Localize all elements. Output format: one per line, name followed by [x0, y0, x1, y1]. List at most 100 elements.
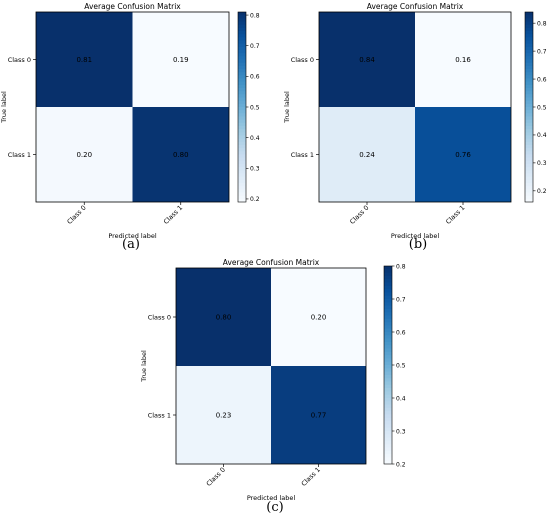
x-tick-label: Class 0 — [348, 204, 370, 226]
colorbar-band — [238, 12, 246, 16]
colorbar-band — [238, 81, 246, 86]
colorbar-band — [525, 107, 533, 111]
colorbar-band — [384, 417, 392, 422]
cell-value-label: 0.84 — [359, 56, 375, 64]
colorbar-tick-label: 0.4 — [537, 132, 547, 139]
x-tick-label: Class 1 — [162, 204, 184, 226]
cell-value-label: 0.80 — [173, 151, 189, 159]
colorbar-tick-label: 0.3 — [396, 428, 406, 435]
colorbar-tick-label: 0.5 — [537, 104, 547, 111]
heatmap-cell — [319, 12, 415, 107]
colorbar-band — [525, 129, 533, 133]
colorbar-band — [525, 141, 533, 146]
colorbar-band — [384, 315, 392, 320]
x-tick-label: Class 0 — [66, 204, 88, 226]
chart-title: Average Confusion Matrix — [223, 258, 320, 267]
colorbar-band — [525, 145, 533, 149]
confusion-matrix-panel-3: 0.80 0.20 0.23 0.77 Average Confusion Matrix… — [140, 258, 406, 515]
colorbar-band — [238, 75, 246, 79]
colorbar-band — [384, 381, 392, 386]
colorbar-band — [238, 145, 246, 149]
colorbar-band — [525, 46, 533, 51]
colorbar-band — [238, 40, 246, 45]
colorbar-band — [384, 365, 392, 369]
colorbar-band — [525, 173, 533, 178]
colorbar-band — [238, 97, 246, 102]
colorbar-band — [238, 37, 246, 41]
colorbar-band — [238, 34, 246, 38]
colorbar-band — [384, 460, 392, 465]
colorbar-band — [384, 434, 392, 438]
colorbar-band — [525, 135, 533, 140]
colorbar-band — [238, 107, 246, 111]
colorbar-tick-label: 0.4 — [250, 135, 260, 142]
heatmap-cell — [319, 107, 415, 202]
colorbar-band — [525, 122, 533, 127]
colorbar-band — [384, 454, 392, 458]
colorbar-band — [384, 398, 392, 402]
colorbar-band — [384, 447, 392, 452]
cell-value-label: 0.24 — [359, 151, 375, 159]
colorbar-band — [525, 154, 533, 159]
colorbar-band — [238, 88, 246, 92]
colorbar-band — [238, 27, 246, 32]
colorbar-band — [384, 275, 392, 280]
colorbar-tick-label: 0.6 — [396, 329, 406, 336]
colorbar-band — [238, 189, 246, 193]
colorbar-band — [384, 289, 392, 293]
colorbar-band — [525, 27, 533, 32]
colorbar-band — [525, 65, 533, 70]
colorbar-band — [384, 450, 392, 455]
x-axis-label: Predicted label — [247, 494, 295, 502]
colorbar-band — [238, 160, 246, 165]
colorbar-band — [238, 31, 246, 35]
heatmap-cell — [271, 366, 366, 464]
plot-frame — [175, 267, 367, 465]
colorbar-band — [238, 50, 246, 54]
colorbar-band — [525, 40, 533, 45]
colorbar-band — [384, 348, 392, 353]
colorbar-band — [384, 437, 392, 442]
colorbar-tick-label: 0.6 — [250, 74, 260, 81]
colorbar-band — [238, 122, 246, 127]
colorbar-band — [525, 148, 533, 152]
colorbar-band — [384, 266, 392, 270]
colorbar-band — [525, 160, 533, 165]
colorbar-band — [525, 62, 533, 67]
colorbar-band — [525, 15, 533, 19]
colorbar-tick-label: 0.4 — [396, 395, 406, 402]
colorbar-band — [384, 378, 392, 382]
colorbar-band — [525, 53, 533, 57]
colorbar-tick-label: 0.5 — [250, 104, 260, 111]
colorbar-band — [525, 24, 533, 29]
colorbar-band — [384, 388, 392, 392]
colorbar-band — [525, 176, 533, 181]
y-tick-label: Class 0 — [148, 314, 171, 322]
x-tick-label: Class 1 — [444, 204, 466, 226]
confusion-matrix-panel-2: 0.84 0.16 0.24 0.76 Average Confusion Matrix… — [283, 2, 547, 252]
colorbar-band — [238, 116, 246, 121]
colorbar-band — [238, 46, 246, 51]
colorbar-band — [238, 157, 246, 162]
cell-value-label: 0.16 — [455, 56, 471, 64]
colorbar-band — [384, 391, 392, 396]
colorbar-band — [525, 126, 533, 130]
colorbar-band — [238, 186, 246, 190]
heatmap-cell — [132, 12, 229, 107]
y-axis-label: True label — [283, 91, 291, 124]
colorbar-band — [384, 345, 392, 349]
colorbar-band — [384, 457, 392, 462]
colorbar-band — [525, 12, 533, 16]
colorbar-band — [238, 141, 246, 146]
colorbar-band — [384, 341, 392, 346]
colorbar-band — [525, 170, 533, 174]
cell-value-label: 0.80 — [216, 314, 232, 322]
colorbar-band — [525, 75, 533, 79]
colorbar-band — [238, 129, 246, 133]
colorbar-band — [238, 78, 246, 83]
colorbar-band — [384, 431, 392, 435]
colorbar-band — [238, 179, 246, 184]
colorbar-band — [238, 56, 246, 60]
colorbar-band — [238, 43, 246, 48]
